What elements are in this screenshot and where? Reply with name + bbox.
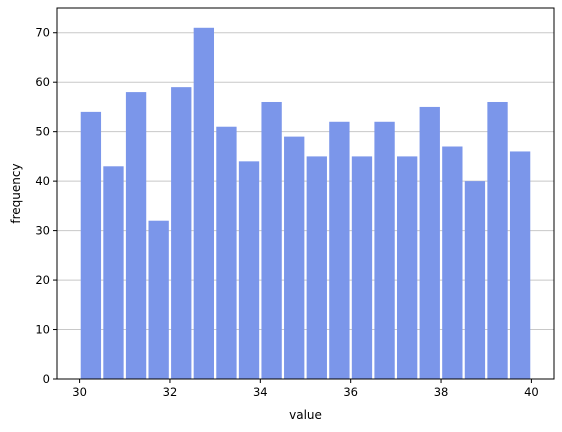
y-tick-label: 60	[35, 75, 50, 89]
histogram-bar	[306, 156, 327, 379]
x-tick-label: 34	[253, 385, 268, 399]
y-tick-label: 30	[35, 224, 50, 238]
histogram-bar	[509, 151, 531, 379]
plot-frame	[56, 7, 555, 380]
histogram-bar	[419, 106, 440, 379]
histogram-bar	[284, 136, 305, 379]
y-tick-label: 40	[35, 174, 50, 188]
y-tick-label: 20	[35, 273, 50, 287]
histogram-bar	[103, 166, 124, 379]
y-axis-ticks: 0 10 20 30 40 50 60 70	[35, 26, 57, 386]
x-axis-label: value	[289, 408, 322, 422]
histogram-bars	[80, 27, 531, 380]
histogram-bar	[261, 101, 282, 379]
histogram-bar	[148, 220, 169, 379]
y-tick-label: 10	[35, 323, 50, 337]
histogram-bar	[171, 87, 192, 379]
histogram-bar	[80, 111, 102, 379]
histogram-bar	[442, 146, 463, 379]
histogram-bar	[193, 27, 215, 379]
x-tick-label: 40	[524, 385, 539, 399]
histogram-bar	[464, 181, 486, 379]
histogram-bar	[329, 121, 350, 380]
histogram-bar	[487, 101, 508, 379]
y-tick-label: 0	[43, 372, 50, 386]
x-tick-label: 38	[434, 385, 449, 399]
histogram-bar	[125, 92, 147, 380]
y-axis-label: frequency	[9, 163, 23, 223]
histogram-bar	[374, 121, 395, 380]
histogram-bar	[396, 156, 418, 379]
x-axis-ticks: 30 32 34 36 38 40	[72, 379, 539, 399]
x-tick-label: 32	[163, 385, 178, 399]
x-tick-label: 36	[343, 385, 358, 399]
histogram-bar	[216, 126, 237, 379]
x-tick-label: 30	[72, 385, 87, 399]
y-tick-label: 50	[35, 125, 50, 139]
y-tick-label: 70	[35, 26, 50, 40]
histogram-bar	[351, 156, 373, 379]
histogram-bar	[238, 161, 260, 379]
